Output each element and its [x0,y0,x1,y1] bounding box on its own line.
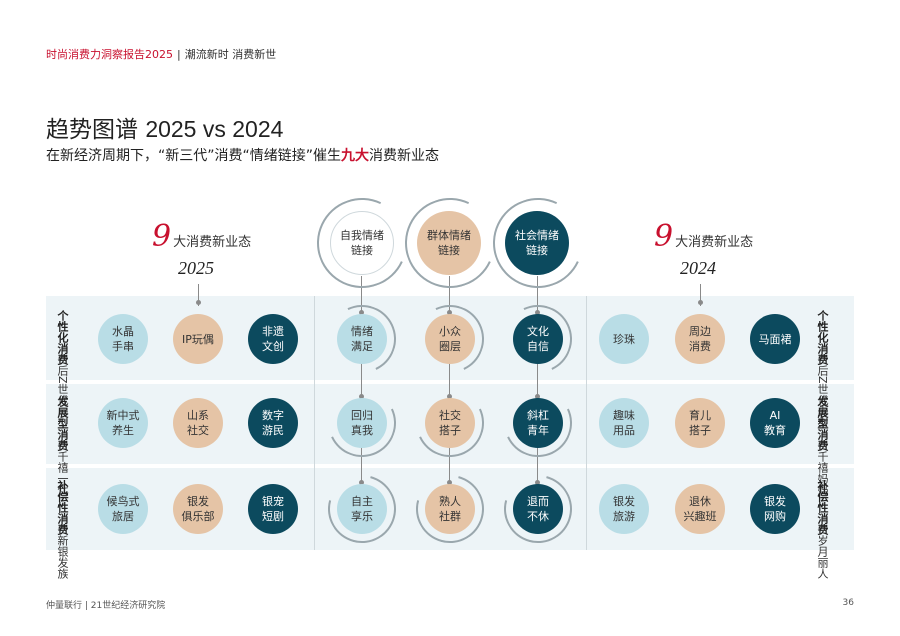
row-label-right-2: 发展型消费千禧妈妈 [816,396,829,495]
center-dot-1-2 [447,310,452,315]
row-label-right-2-type: 发展型消费 [816,396,829,451]
report-tagline: 潮流新时 消费新世 [184,48,277,61]
report-header: 时尚消费力洞察报告2025 | 潮流新时 消费新世 [46,46,276,62]
trend-2024-silver-online-shopping: 银发 网购 [750,484,800,534]
count-2025-label: 大消费新业态 [173,235,252,250]
header-separator: | [177,48,181,61]
trend-2024-fun-goods: 趣味 用品 [599,398,649,448]
center-dot-2-2 [447,394,452,399]
trend-2025-migratory-living: 候鸟式 旅居 [98,484,148,534]
count-2025-number: 9 [152,219,172,254]
trend-2025-digital-nomad: 数字 游民 [248,398,298,448]
row-label-right-1: 个性化消费后Z世代少女 [816,310,829,428]
row-label-left-1-group: 后Z世代 [56,365,69,406]
center-dot-3-2 [447,480,452,485]
footer-source: 仲量联行 | 21世纪经济研究院 [46,601,166,611]
trend-2025-outdoor-social: 山系 社交 [173,398,223,448]
center-dot-1-1 [359,310,364,315]
row-label-left-3-type: 补偿性消费 [56,480,69,535]
trend-2024-retiree-class: 退休 兴趣班 [675,484,725,534]
subtitle-after: 消费新业态 [369,148,440,164]
count-2024: 9 大消费新业态 [654,219,753,254]
connector-2024-dot [698,300,703,305]
trend-acquaintance-community: 熟人 社群 [425,484,475,534]
trend-cultural-confidence: 文化 自信 [513,314,563,364]
row-label-right-3: 补偿性消费岁月丽人 [816,480,829,579]
trend-2024-horse-face-skirt: 马面裙 [750,314,800,364]
trend-2024-silver-travel: 银发 旅游 [599,484,649,534]
trend-2025-silver-club: 银发 俱乐部 [173,484,223,534]
row-label-right-1-group: 后Z世代少女 [816,365,829,428]
row-label-left-2: 发展型消费千禧一代 [56,396,69,495]
trend-2024-pearl: 珍珠 [599,314,649,364]
row-label-right-1-type: 个性化消费 [816,310,829,365]
trend-2024-ai-education: AI 教育 [750,398,800,448]
row-label-left-3-group: 新银发族 [56,535,69,579]
center-dot-2-1 [359,394,364,399]
connector-2025 [198,284,199,306]
row-label-left-1-type: 个性化消费 [56,310,69,365]
subtitle-before: 在新经济周期下，“新三代”消费“情绪链接”催生 [46,148,342,164]
center-connector-2 [449,276,450,506]
trend-active-retirement: 退而 不休 [513,484,563,534]
row-label-left-2-group: 千禧一代 [56,451,69,495]
trend-emotion-satisfaction: 情绪 满足 [337,314,387,364]
header-social-emotion: 社会情绪 链接 [505,211,569,275]
row-label-left-2-type: 发展型消费 [56,396,69,451]
subtitle-highlight: 九大 [341,148,370,164]
center-dot-3-3 [535,480,540,485]
connector-2024 [700,284,701,306]
header-group-emotion: 群体情绪 链接 [417,211,481,275]
center-connector-1 [361,276,362,506]
trend-2025-crystal-bracelet: 水晶 手串 [98,314,148,364]
trend-2025-silver-drama: 银宠 短剧 [248,484,298,534]
center-dot-3-1 [359,480,364,485]
center-connector-3 [537,276,538,506]
trend-slash-youth: 斜杠 青年 [513,398,563,448]
trend-return-true-self: 回归 真我 [337,398,387,448]
trend-niche-circle: 小众 圈层 [425,314,475,364]
divider-left [314,296,315,550]
trend-2025-ip-toy: IP玩偶 [173,314,223,364]
divider-right [586,296,587,550]
center-dot-1-3 [535,310,540,315]
connector-2025-dot [196,300,201,305]
year-2024: 2024 [680,258,716,278]
trend-2025-chinese-wellness: 新中式 养生 [98,398,148,448]
count-2024-label: 大消费新业态 [675,235,754,250]
count-2025: 9 大消费新业态 [152,219,251,254]
header-self-emotion: 自我情绪 链接 [330,211,394,275]
center-dot-2-3 [535,394,540,399]
page-number: 36 [842,598,854,608]
title-years: 2025 vs 2024 [145,116,284,142]
trend-2024-merchandise: 周边 消费 [675,314,725,364]
row-label-left-3: 补偿性消费新银发族 [56,480,69,579]
trend-2025-heritage-crafts: 非遗 文创 [248,314,298,364]
row-label-left-1: 个性化消费后Z世代 [56,310,69,406]
trend-self-enjoyment: 自主 享乐 [337,484,387,534]
year-2025: 2025 [178,258,214,278]
trend-2024-parenting-buddy: 育儿 搭子 [675,398,725,448]
title-main: 趋势图谱 [46,117,146,143]
page-subtitle: 在新经济周期下，“新三代”消费“情绪链接”催生九大消费新业态 [46,145,439,165]
report-title: 时尚消费力洞察报告2025 [46,48,173,61]
row-label-right-3-group: 岁月丽人 [816,535,829,579]
trend-social-buddy: 社交 搭子 [425,398,475,448]
row-label-right-2-group: 千禧妈妈 [816,451,829,495]
row-label-right-3-type: 补偿性消费 [816,480,829,535]
page-title: 趋势图谱 2025 vs 2024 [46,110,283,144]
count-2024-number: 9 [654,219,674,254]
